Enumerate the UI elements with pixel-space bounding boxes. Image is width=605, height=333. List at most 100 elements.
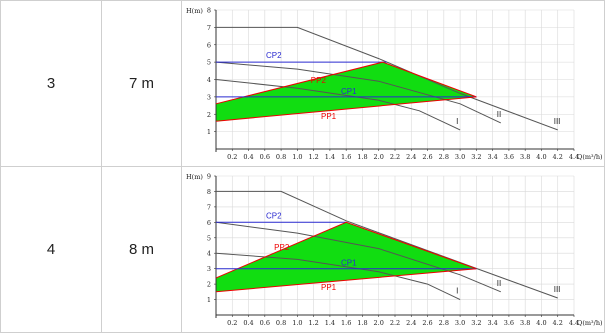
series-label: II (497, 110, 501, 119)
x-tick-label: 1.4 (325, 153, 335, 161)
table-row: 3 7 m III II I CP2 PP2 CP1 PP1 0.2 0.4 0.6 0.8 1.0 1… (0, 0, 605, 167)
series-line-iii (216, 26, 558, 131)
series-line-pp2 (215, 61, 477, 105)
x-tick-label: 4.0 (536, 153, 546, 161)
series-line-pp1 (215, 96, 477, 122)
x-tick-label: 1.8 (357, 153, 367, 161)
x-tick-label: 3.8 (520, 319, 530, 327)
x-tick-label: 4.0 (536, 319, 546, 327)
x-tick-label: 2.0 (374, 319, 384, 327)
series-label: CP2 (266, 51, 282, 60)
max-head: 7 m (101, 0, 182, 167)
row-index: 3 (0, 0, 102, 167)
x-tick-label: 2.4 (406, 319, 416, 327)
x-tick-label: 1.0 (292, 153, 302, 161)
x-tick-label: 2.6 (422, 153, 432, 161)
operating-area (216, 62, 477, 122)
x-tick-label: 1.6 (341, 319, 351, 327)
y-tick-label: 6 (207, 41, 211, 49)
series-line-i (215, 252, 461, 301)
series-label: CP1 (341, 87, 357, 96)
series-line-pp1 (215, 268, 477, 293)
pump-curve-chart-cell: III II I CP2 PP2 CP1 PP1 0.2 0.4 0.6 0.8 1.0 1.2 1.4 1… (181, 0, 605, 167)
x-tick-label: 0.4 (243, 153, 253, 161)
x-tick-label: 4.2 (553, 153, 563, 161)
y-tick-label: 5 (207, 234, 211, 242)
series-label: I (456, 287, 458, 296)
x-tick-label: 1.2 (308, 319, 318, 327)
y-tick-label: 3 (207, 265, 211, 273)
x-tick-label: 4.2 (553, 319, 563, 327)
y-tick-label: 7 (207, 203, 211, 211)
x-tick-label: 0.8 (276, 319, 286, 327)
y-tick-label: 8 (207, 7, 211, 15)
y-tick-label: 1 (207, 128, 211, 136)
x-tick-label: 3.6 (504, 319, 514, 327)
x-tick-label: 0.2 (227, 153, 237, 161)
y-axis-label: H(m) (186, 173, 203, 181)
x-tick-label: 1.6 (341, 153, 351, 161)
x-tick-label: 2.8 (439, 319, 449, 327)
series-label: CP1 (341, 259, 357, 268)
x-tick-label: 3.2 (471, 319, 481, 327)
x-tick-label: 4.4 (569, 319, 579, 327)
x-tick-label: 0.2 (227, 319, 237, 327)
series-label: PP1 (321, 283, 337, 292)
x-tick-label: 2.6 (422, 319, 432, 327)
x-tick-label: 0.8 (276, 153, 286, 161)
x-tick-label: 0.6 (260, 153, 270, 161)
series-label: I (456, 117, 458, 126)
y-tick-label: 1 (207, 296, 211, 304)
series-line-pp2 (215, 221, 477, 279)
y-tick-label: 2 (207, 281, 211, 289)
x-tick-label: 4.4 (569, 153, 579, 161)
series-label: PP2 (311, 76, 327, 85)
series-label: III (554, 285, 561, 294)
x-axis-label: Q(m³/h) (577, 153, 603, 161)
series-label: CP2 (266, 211, 282, 220)
x-tick-label: 1.4 (325, 319, 335, 327)
x-tick-label: 2.0 (374, 153, 384, 161)
x-tick-label: 1.8 (357, 319, 367, 327)
row-index: 4 (0, 166, 102, 333)
y-tick-label: 6 (207, 219, 211, 227)
series-line-i (215, 79, 461, 131)
x-tick-label: 2.2 (390, 319, 400, 327)
y-tick-label: 9 (207, 173, 211, 181)
x-tick-label: 1.2 (308, 153, 318, 161)
x-tick-label: 3.8 (520, 153, 530, 161)
x-axis-label: Q(m³/h) (577, 319, 603, 327)
series-label: PP2 (274, 243, 290, 252)
x-tick-label: 3.0 (455, 319, 465, 327)
series-line-ii (215, 221, 501, 293)
x-tick-label: 2.8 (439, 153, 449, 161)
x-tick-label: 3.0 (455, 153, 465, 161)
pump-curve-chart-cell: III II I CP2 PP2 CP1 PP1 0.2 0.4 0.6 0.8 1.0 1.2 1.4 1… (181, 166, 605, 333)
y-tick-label: 8 (207, 188, 211, 196)
x-tick-label: 0.6 (260, 319, 270, 327)
x-tick-label: 3.2 (471, 153, 481, 161)
x-tick-label: 2.4 (406, 153, 416, 161)
y-tick-label: 4 (207, 250, 211, 258)
table-row: 4 8 m III II I CP2 PP2 CP1 PP1 0.2 0.4 0.6 0.8 1.0 1… (0, 166, 605, 333)
y-tick-label: 3 (207, 93, 211, 101)
operating-area (216, 222, 477, 292)
series-label: PP1 (321, 112, 337, 121)
x-tick-label: 1.0 (292, 319, 302, 327)
y-tick-label: 4 (207, 76, 211, 84)
series-label: II (497, 279, 501, 288)
x-tick-label: 3.4 (487, 319, 497, 327)
x-tick-label: 3.6 (504, 153, 514, 161)
series-line-iii (216, 190, 558, 299)
max-head: 8 m (101, 166, 182, 333)
x-tick-label: 3.4 (487, 153, 497, 161)
x-tick-label: 0.4 (243, 319, 253, 327)
y-axis-label: H(m) (186, 7, 203, 15)
y-tick-label: 2 (207, 111, 211, 119)
y-tick-label: 5 (207, 59, 211, 67)
x-tick-label: 2.2 (390, 153, 400, 161)
series-line-ii (215, 61, 502, 124)
y-tick-label: 7 (207, 24, 211, 32)
